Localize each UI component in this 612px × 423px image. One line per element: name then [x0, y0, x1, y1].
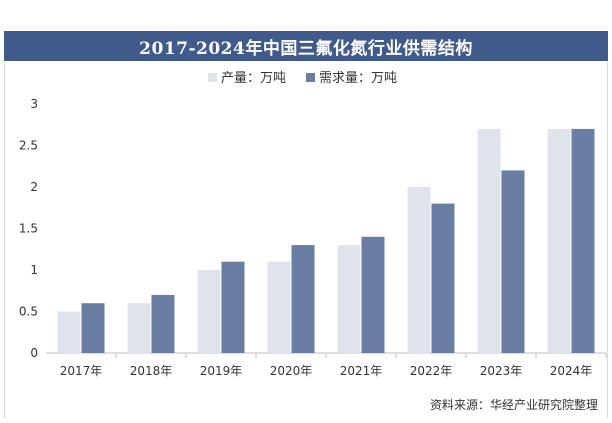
source-note: 资料来源：华经产业研究院整理 [429, 398, 598, 412]
y-tick-label: 3 [30, 97, 38, 111]
bar-demand [361, 236, 385, 353]
bar-production [197, 270, 221, 353]
y-tick-label: 1.5 [19, 222, 38, 236]
y-tick-label: 1 [30, 263, 38, 277]
bar-demand [151, 294, 175, 353]
bar-production [337, 245, 361, 353]
y-tick-label: 2 [30, 180, 38, 194]
y-tick-label: 0 [30, 346, 38, 360]
bar-production [407, 187, 431, 353]
bar-demand [221, 261, 245, 353]
x-tick-label: 2020年 [270, 364, 313, 378]
bar-demand [501, 170, 525, 353]
bar-demand [571, 128, 595, 353]
bar-demand [431, 203, 455, 353]
legend-demand-swatch [306, 73, 315, 82]
x-tick-label: 2018年 [130, 364, 173, 378]
bar-production [57, 311, 81, 353]
y-tick-label: 0.5 [19, 305, 38, 319]
bar-demand [81, 303, 105, 353]
bar-production [127, 303, 151, 353]
chart-title-bar: 2017-2024年中国三氟化氮行业供需结构 [4, 31, 608, 61]
bar-production [267, 261, 291, 353]
legend-demand-label: 需求量：万吨 [319, 71, 397, 86]
chart-title: 2017-2024年中国三氟化氮行业供需结构 [139, 38, 473, 59]
legend-production-label: 产量：万吨 [221, 71, 286, 86]
bar-demand [291, 245, 315, 353]
x-tick-label: 2023年 [480, 364, 523, 378]
y-tick-label: 2.5 [19, 139, 38, 153]
x-tick-label: 2017年 [60, 364, 103, 378]
legend-production-swatch [208, 73, 217, 82]
x-tick-label: 2024年 [550, 364, 593, 378]
x-tick-label: 2019年 [200, 364, 243, 378]
x-tick-label: 2021年 [340, 364, 383, 378]
bar-production [547, 128, 571, 353]
x-tick-label: 2022年 [410, 364, 453, 378]
bar-production [477, 128, 501, 353]
